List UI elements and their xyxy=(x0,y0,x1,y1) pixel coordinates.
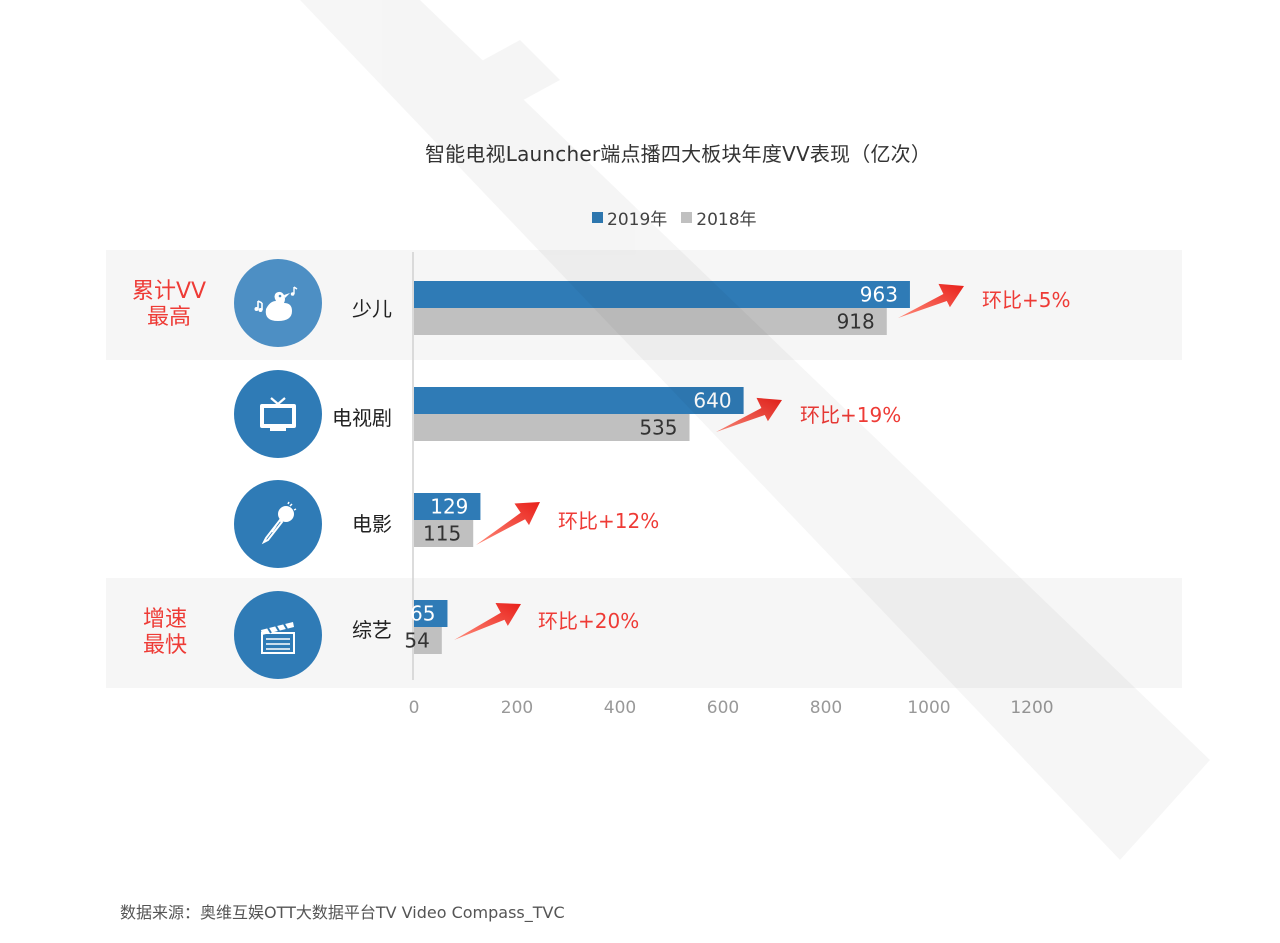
category-label-kids: 少儿 xyxy=(352,297,392,321)
bar-2018-1 xyxy=(414,414,690,441)
bar-2019-3 xyxy=(414,600,448,627)
microphone-icon xyxy=(234,480,322,568)
growth-annotation-2: 环比+12% xyxy=(558,509,659,533)
data-label-2019-2: 129 xyxy=(430,495,468,519)
x-tick-label: 400 xyxy=(604,698,636,718)
legend-swatch-2018 xyxy=(681,212,693,223)
side-label-fastest-growth: 增速 最快 xyxy=(120,607,210,659)
growth-arrow-icon xyxy=(454,603,521,640)
x-tick-label: 1000 xyxy=(907,698,950,718)
x-tick-label: 200 xyxy=(501,698,533,718)
bar-2018-2 xyxy=(414,520,474,547)
tv-icon xyxy=(234,370,322,458)
data-label-2019-1: 640 xyxy=(693,389,731,413)
data-label-2019-3: 65 xyxy=(410,602,435,626)
chart-title: 智能电视Launcher端点播四大板块年度VV表现（亿次） xyxy=(424,142,932,166)
legend-item-2018: 2018年 xyxy=(681,205,757,230)
x-tick-label: 0 xyxy=(409,698,420,718)
bar-2018-3 xyxy=(414,627,442,654)
legend-label-2018: 2018年 xyxy=(696,210,757,230)
growth-annotation-3: 环比+20% xyxy=(538,609,639,633)
x-tick-label: 600 xyxy=(707,698,739,718)
duck-icon xyxy=(234,259,322,347)
side-label-most-vv-line1: 累计VV xyxy=(131,279,207,304)
category-label-variety: 综艺 xyxy=(352,618,392,642)
x-tick-label: 1200 xyxy=(1010,698,1053,718)
growth-annotation-1: 环比+19% xyxy=(800,403,901,427)
source-note: 数据来源：奥维互娱OTT大数据平台TV Video Compass_TVC xyxy=(120,903,565,922)
legend: 2019年 2018年 xyxy=(592,205,757,230)
side-label-fastest-growth-line1: 增速 xyxy=(142,607,187,632)
clapperboard-icon xyxy=(234,591,322,679)
bar-2019-1 xyxy=(414,387,744,414)
data-label-2018-0: 918 xyxy=(837,310,875,334)
data-label-2018-3: 54 xyxy=(404,629,429,653)
data-label-2018-2: 115 xyxy=(423,522,461,546)
legend-label-2019: 2019年 xyxy=(607,210,668,230)
growth-arrow-icon xyxy=(898,283,964,318)
growth-arrow-icon xyxy=(716,397,782,432)
side-label-fastest-growth-line2: 最快 xyxy=(142,633,187,658)
growth-arrow-icon xyxy=(476,502,540,545)
bar-2018-0 xyxy=(414,308,887,335)
bar-2019-2 xyxy=(414,493,481,520)
bar-2019-0 xyxy=(414,281,910,308)
legend-item-2019: 2019年 xyxy=(592,205,667,230)
growth-annotation-0: 环比+5% xyxy=(982,288,1071,312)
category-label-tv-drama: 电视剧 xyxy=(332,406,392,430)
side-label-most-vv-line2: 最高 xyxy=(146,305,191,330)
category-label-movie: 电影 xyxy=(352,512,392,536)
side-label-most-vv: 累计VV 最高 xyxy=(124,279,214,331)
x-tick-label: 800 xyxy=(810,698,842,718)
data-label-2019-0: 963 xyxy=(860,283,898,307)
legend-swatch-2019 xyxy=(592,212,603,223)
data-label-2018-1: 535 xyxy=(639,416,677,440)
